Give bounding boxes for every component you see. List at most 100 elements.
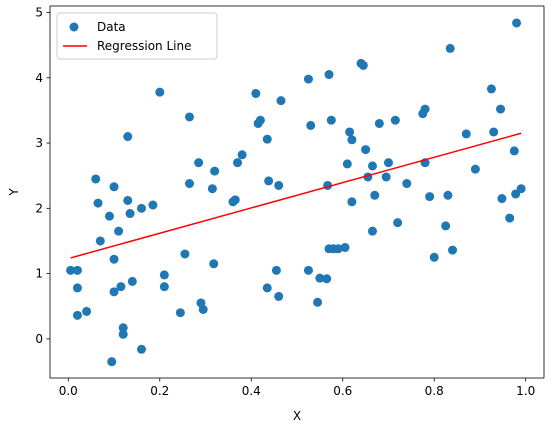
data-point [445,43,455,53]
data-point [123,132,133,142]
data-point [374,118,384,128]
data-point [114,226,124,236]
data-point [159,282,169,292]
data-point [148,200,158,210]
data-point [209,259,219,269]
data-point [264,176,274,186]
data-point [333,244,343,254]
data-point [230,195,240,205]
data-point [516,184,526,194]
data-point [512,18,522,28]
x-tick-label: 0.2 [150,384,169,398]
data-point [448,245,458,255]
y-tick-label: 5 [35,6,43,20]
data-point [345,127,355,137]
data-point [347,197,357,207]
x-tick-label: 0.4 [242,384,261,398]
data-point [66,265,76,275]
data-point [425,192,435,202]
axes-frame [49,5,545,379]
data-point [420,104,430,114]
legend-marker-data [69,22,79,32]
data-point [109,182,119,192]
data-point [486,84,496,94]
x-tick-label: 1.0 [516,384,535,398]
data-point [155,87,165,97]
data-point [207,184,217,194]
data-points [66,18,526,367]
x-axis-ticks: 0.0 0.2 0.4 0.6 0.8 1.0 [59,378,535,398]
y-tick-label: 0 [35,332,43,346]
data-point [262,134,272,144]
x-tick-label: 0.6 [333,384,352,398]
data-point [91,174,101,184]
data-point [347,135,357,145]
data-point [109,287,119,297]
data-point [274,291,284,301]
data-point [255,115,265,125]
data-point [109,254,119,264]
data-point [116,282,126,292]
regression-line [70,132,522,259]
data-point [194,158,204,168]
data-point [429,252,439,262]
data-point [159,270,169,280]
data-point [393,218,403,228]
data-point [470,164,480,174]
data-point [175,308,185,318]
data-point [185,179,195,189]
data-point [136,344,146,354]
y-axis-label: Y [7,188,21,197]
x-tick-label: 0.0 [59,384,78,398]
data-point [180,249,190,259]
data-point [361,145,371,155]
data-point [276,96,286,106]
data-point [107,357,117,367]
data-point [306,120,316,130]
data-point [303,265,313,275]
data-point [95,236,105,246]
data-point [497,194,507,204]
data-point [104,211,114,221]
data-point [262,283,272,293]
data-point [383,158,393,168]
data-point [441,221,451,231]
data-point [271,265,281,275]
data-point [72,310,82,320]
data-point [342,159,352,169]
data-point [185,112,195,122]
data-point [496,104,506,114]
data-point [381,172,391,182]
data-point [322,274,332,284]
data-point [367,226,377,236]
legend-entry-regression-line: Regression Line [97,39,191,53]
data-point [72,283,82,293]
x-tick-label: 0.8 [425,384,444,398]
data-point [233,158,243,168]
data-point [313,297,323,307]
data-point [315,273,325,283]
data-point [123,195,133,205]
data-point [210,166,220,176]
data-point [402,179,412,189]
data-point [125,209,135,219]
y-tick-label: 4 [35,71,43,85]
data-point [505,213,515,223]
data-point [509,146,519,156]
y-tick-label: 2 [35,201,43,215]
legend: Data Regression Line [56,12,218,60]
data-point [72,265,82,275]
data-point [118,329,128,339]
data-point [118,323,128,333]
data-point [136,203,146,213]
data-point [324,70,334,80]
data-point [93,198,103,208]
data-point [274,180,284,190]
data-point [251,88,261,98]
data-point [461,129,471,139]
data-point [340,242,350,252]
data-point [326,115,336,125]
data-point [127,276,137,286]
data-point [443,190,453,200]
